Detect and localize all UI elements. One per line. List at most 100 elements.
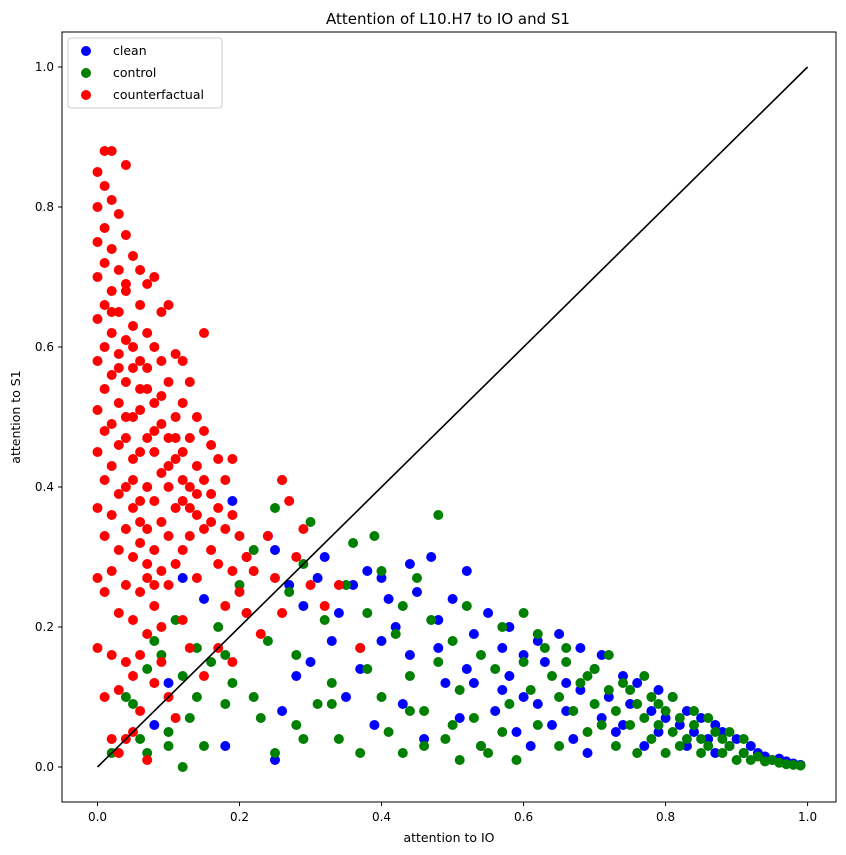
- point-counterfactual-15: [99, 300, 110, 310]
- point-clean-95: [404, 650, 415, 660]
- point-counterfactual-128: [206, 489, 217, 499]
- point-control-115: [603, 650, 614, 660]
- point-counterfactual-19: [99, 475, 110, 485]
- point-counterfactual-95: [156, 657, 167, 667]
- point-control-133: [191, 692, 202, 702]
- point-counterfactual-173: [128, 475, 138, 485]
- point-control-61: [511, 755, 522, 765]
- legend-box: [67, 37, 223, 109]
- point-clean-48: [731, 734, 742, 744]
- point-counterfactual-171: [113, 363, 124, 373]
- point-counterfactual-28: [106, 370, 117, 380]
- point-control-103: [738, 748, 749, 758]
- point-counterfactual-159: [128, 342, 138, 352]
- point-control-4: [142, 664, 153, 674]
- plot-frame: [61, 31, 837, 803]
- point-counterfactual-65: [135, 300, 146, 310]
- point-control-13: [199, 741, 209, 751]
- point-counterfactual-166: [177, 475, 188, 485]
- point-control-21: [255, 713, 266, 723]
- point-counterfactual-97: [163, 377, 174, 387]
- point-counterfactual-112: [177, 615, 188, 625]
- point-counterfactual-147: [262, 531, 273, 541]
- point-counterfactual-117: [184, 643, 195, 653]
- point-control-47: [419, 706, 430, 716]
- point-control-80: [618, 678, 628, 688]
- point-control-62: [518, 657, 529, 667]
- point-control-88: [660, 706, 671, 716]
- point-control-132: [220, 650, 231, 660]
- point-counterfactual-154: [305, 580, 316, 590]
- point-clean-42: [689, 727, 699, 737]
- point-counterfactual-130: [213, 454, 224, 464]
- point-counterfactual-116: [184, 531, 195, 541]
- point-counterfactual-169: [206, 517, 217, 527]
- point-clean-38: [660, 713, 671, 723]
- point-clean-40: [674, 720, 685, 730]
- point-counterfactual-125: [199, 524, 209, 534]
- point-counterfactual-43: [113, 608, 124, 618]
- point-counterfactual-13: [99, 223, 110, 233]
- point-counterfactual-161: [142, 363, 153, 373]
- point-counterfactual-46: [120, 230, 131, 240]
- point-control-14: [206, 657, 217, 667]
- point-counterfactual-149: [277, 475, 288, 485]
- point-counterfactual-79: [142, 573, 153, 583]
- point-counterfactual-82: [149, 272, 160, 282]
- point-control-83: [632, 748, 643, 758]
- point-control-118: [653, 699, 664, 709]
- point-control-99: [717, 748, 728, 758]
- point-counterfactual-77: [142, 482, 153, 492]
- y-tick-label-4: 0.8: [35, 200, 54, 214]
- point-counterfactual-124: [199, 475, 209, 485]
- point-clean-8: [333, 608, 344, 618]
- point-control-64: [525, 685, 536, 695]
- point-clean-37: [653, 685, 664, 695]
- point-control-111: [795, 760, 806, 771]
- point-counterfactual-14: [99, 258, 110, 268]
- point-counterfactual-50: [120, 433, 131, 443]
- point-counterfactual-41: [113, 489, 124, 499]
- point-control-65: [532, 720, 543, 730]
- point-counterfactual-58: [128, 412, 138, 422]
- point-counterfactual-83: [149, 342, 160, 352]
- point-clean-89: [596, 713, 607, 723]
- point-clean-75: [326, 636, 337, 646]
- point-counterfactual-31: [106, 510, 117, 520]
- point-counterfactual-137: [227, 454, 238, 464]
- point-counterfactual-36: [113, 265, 124, 275]
- point-clean-32: [603, 692, 614, 702]
- point-control-31: [312, 699, 323, 709]
- point-counterfactual-180: [128, 671, 138, 681]
- point-counterfactual-140: [227, 657, 238, 667]
- x-tick-label-5: 1.0: [798, 810, 817, 824]
- point-counterfactual-111: [177, 545, 188, 555]
- point-control-6: [156, 650, 167, 660]
- x-tick-label-3: 0.6: [514, 810, 533, 824]
- point-counterfactual-48: [120, 335, 131, 345]
- point-control-120: [689, 706, 699, 716]
- x-tick-label-4: 0.8: [656, 810, 675, 824]
- y-tick-label-0: 0.0: [35, 760, 54, 774]
- point-counterfactual-86: [149, 496, 160, 506]
- point-control-129: [355, 748, 366, 758]
- point-clean-22: [497, 643, 508, 653]
- point-control-12: [191, 643, 202, 653]
- point-control-130: [298, 734, 309, 744]
- point-counterfactual-115: [184, 482, 195, 492]
- point-counterfactual-114: [184, 433, 195, 443]
- point-counterfactual-101: [163, 580, 174, 590]
- point-counterfactual-138: [227, 510, 238, 520]
- point-clean-28: [561, 678, 572, 688]
- point-counterfactual-3: [92, 272, 103, 282]
- point-counterfactual-56: [128, 321, 138, 331]
- point-clean-6: [312, 573, 323, 583]
- point-clean-45: [710, 720, 721, 730]
- point-control-119: [667, 692, 678, 702]
- y-tick-label-2: 0.4: [35, 480, 54, 494]
- legend-label-control: control: [113, 65, 156, 80]
- point-control-98: [710, 727, 721, 737]
- point-control-56: [476, 650, 486, 660]
- point-control-93: [681, 734, 692, 744]
